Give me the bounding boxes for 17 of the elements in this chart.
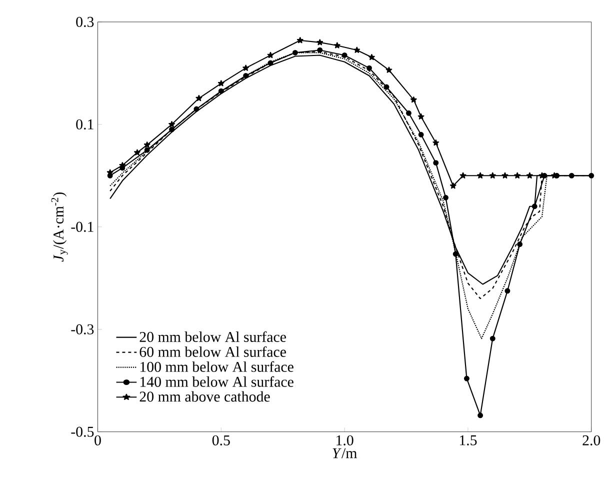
y-tick-label: -0.5 [71,426,94,438]
x-tick-label: 1.0 [336,436,354,446]
y-tick-label: 0.3 [76,17,94,28]
x-tick-label: 0 [94,436,101,446]
y-tick-label: 0.1 [76,120,94,130]
y-tick-label: -0.3 [71,324,94,335]
legend-label: 20 mm below Al surface [140,332,286,342]
legend-label: 100 mm below Al surface [140,361,294,372]
x-axis-title: Y/m [332,448,357,458]
x-tick-label: 0.5 [212,436,230,446]
legend-label: 60 mm below Al surface [140,346,286,358]
legend-label: 140 mm below Al surface [140,376,294,388]
y-tick-label: -0.1 [71,222,94,232]
x-tick-label: 2.0 [582,436,600,446]
legend-label: 20 mm above cathode [140,391,270,402]
x-tick-label: 1.5 [460,436,477,446]
y-axis-title: J$_{y}$/(A·cm$^{-2}$) [51,192,68,262]
